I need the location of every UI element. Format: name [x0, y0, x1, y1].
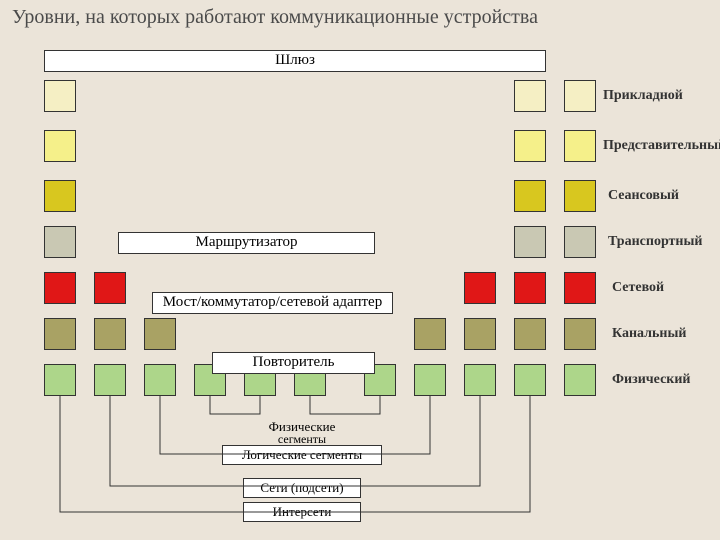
layer-square-network [514, 272, 546, 304]
row-label-physical: Физический [612, 372, 690, 388]
row-label-transport: Транспортный [608, 234, 702, 250]
segment-internets: Интерсети [243, 502, 361, 522]
layer-square-datalink [94, 318, 126, 350]
layer-square-network [94, 272, 126, 304]
legend-square-session [564, 180, 596, 212]
layer-square-datalink [44, 318, 76, 350]
row-label-presentation: Представительный [603, 138, 720, 154]
legend-square-transport [564, 226, 596, 258]
layer-square-physical [94, 364, 126, 396]
layer-square-physical [414, 364, 446, 396]
device-bridge: Мост/коммутатор/сетевой адаптер [152, 292, 393, 314]
layer-square-network [44, 272, 76, 304]
layer-square-physical [44, 364, 76, 396]
layer-square-session [514, 180, 546, 212]
row-label-datalink: Канальный [612, 326, 686, 342]
layer-square-application [514, 80, 546, 112]
row-label-session: Сеансовый [608, 188, 679, 204]
layer-square-datalink [144, 318, 176, 350]
layer-square-application [44, 80, 76, 112]
layer-square-presentation [514, 130, 546, 162]
layer-square-network [464, 272, 496, 304]
layer-square-physical [464, 364, 496, 396]
layer-square-session [44, 180, 76, 212]
device-repeater: Повторитель [212, 352, 375, 374]
segment-phys-seg: Физические [243, 418, 361, 434]
legend-square-datalink [564, 318, 596, 350]
layer-square-datalink [514, 318, 546, 350]
layer-square-datalink [414, 318, 446, 350]
layer-square-physical [514, 364, 546, 396]
segment-nets: Сети (подсети) [243, 478, 361, 498]
legend-square-network [564, 272, 596, 304]
device-gateway: Шлюз [44, 50, 546, 72]
layer-square-physical [144, 364, 176, 396]
layer-square-datalink [464, 318, 496, 350]
layer-square-transport [44, 226, 76, 258]
diagram-title: Уровни, на которых работают коммуникацио… [12, 6, 538, 29]
device-router: Маршрутизатор [118, 232, 375, 254]
segment-log-seg: Логические сегменты [222, 445, 382, 465]
legend-square-presentation [564, 130, 596, 162]
layer-square-presentation [44, 130, 76, 162]
layer-square-transport [514, 226, 546, 258]
row-label-network: Сетевой [612, 280, 664, 296]
row-label-application: Прикладной [603, 88, 683, 104]
legend-square-physical [564, 364, 596, 396]
legend-square-application [564, 80, 596, 112]
